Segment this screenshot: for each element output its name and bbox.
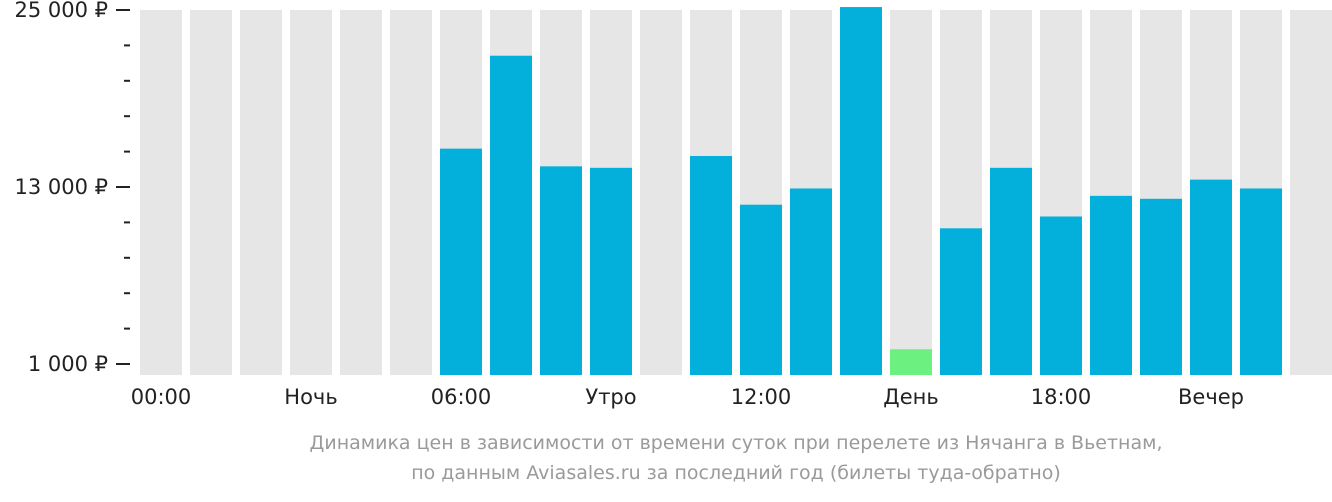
price-bar-12 [740,204,782,375]
price-bar-8 [540,166,582,375]
placeholder-bar-3 [290,10,332,375]
placeholder-bar-2 [240,10,282,375]
x-tick-label-0: 00:00 [131,385,192,409]
x-axis: 00:00 Ночь 06:00 Утро 12:00 День 18:00 Вечер 24:… [131,385,1332,409]
price-bar-15 [890,349,932,375]
price-bar-11 [690,156,732,375]
x-tick-label-7: Вечер [1178,385,1244,409]
price-bar-18 [1040,216,1082,375]
x-tick-label-8: 24:00 [1331,385,1332,409]
x-tick-label-6: 18:00 [1031,385,1092,409]
price-bar-20 [1140,198,1182,375]
placeholder-bar-1 [190,10,232,375]
placeholder-bar-15 [890,10,932,375]
placeholder-bar-0 [140,10,182,375]
placeholder-bar-23 [1290,10,1332,375]
price-bar-16 [940,228,982,375]
price-bar-19 [1090,195,1132,375]
price-bars [440,7,1282,376]
price-bar-13 [790,188,832,375]
price-bar-9 [590,167,632,375]
price-bar-14 [840,7,882,376]
price-bar-6 [440,148,482,375]
price-bar-22 [1240,188,1282,375]
chart-caption-line-2: по данным Aviasales.ru за последний год … [411,462,1061,484]
y-tick-label-2: 1 000 ₽ [28,352,108,376]
price-bar-17 [990,167,1032,375]
y-tick-label-0: 25 000 ₽ [14,0,108,22]
price-bar-21 [1190,179,1232,375]
x-tick-label-3: Утро [585,385,636,409]
price-bar-7 [490,55,532,375]
y-axis: 25 000 ₽ 13 000 ₽ 1 000 ₽ [14,0,130,376]
placeholder-bar-10 [640,10,682,375]
x-tick-label-4: 12:00 [731,385,792,409]
x-tick-label-1: Ночь [284,385,337,409]
placeholder-bar-5 [390,10,432,375]
price-by-hour-chart: 25 000 ₽ 13 000 ₽ 1 000 ₽ 00:00 Ночь 06:00 Ут… [14,0,1332,409]
placeholder-bar-4 [340,10,382,375]
y-tick-label-1: 13 000 ₽ [14,175,108,199]
chart-caption-line-1: Динамика цен в зависимости от времени су… [309,432,1163,454]
x-tick-label-5: День [883,385,938,409]
x-tick-label-2: 06:00 [431,385,492,409]
